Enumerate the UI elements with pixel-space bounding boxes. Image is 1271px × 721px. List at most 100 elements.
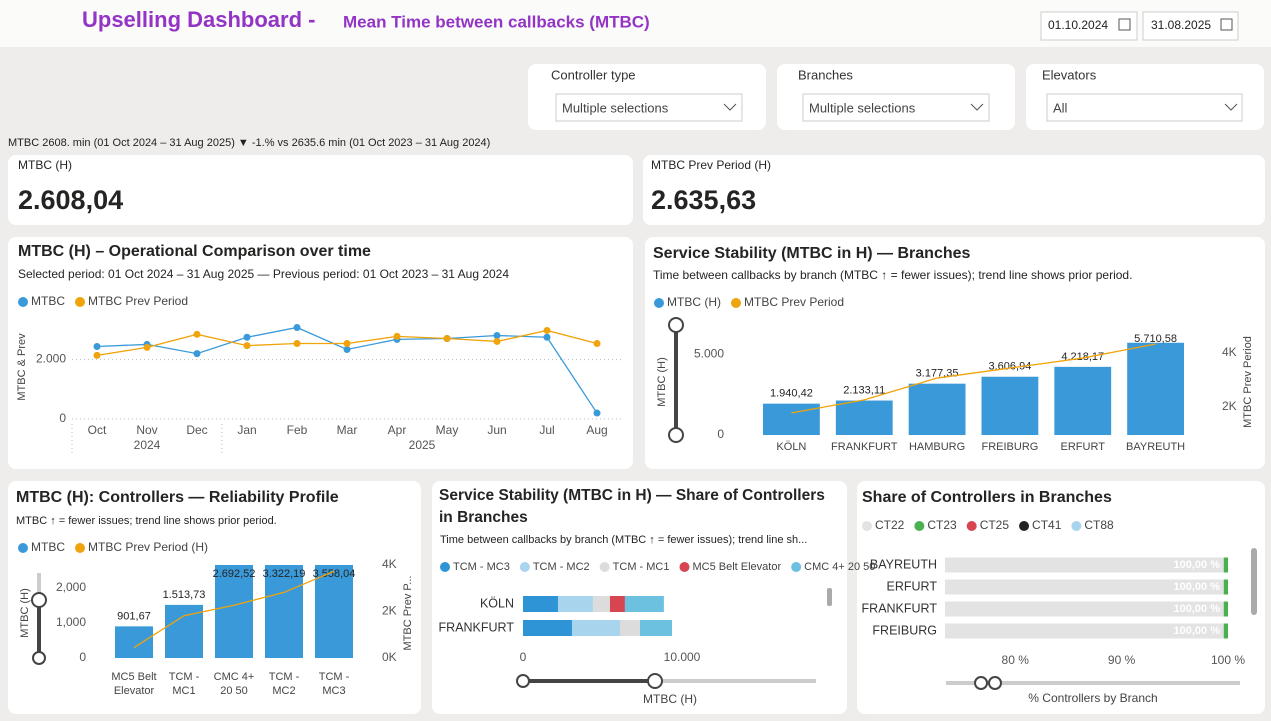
data-point (443, 334, 451, 342)
chart-title: Share of Controllers in Branches (862, 489, 1112, 506)
scrollbar[interactable] (827, 588, 832, 606)
slider-handle[interactable] (668, 317, 684, 333)
legend-label: MTBC (31, 540, 65, 554)
x-tick-label: Aug (586, 423, 607, 437)
bar (315, 565, 353, 658)
legend-label: CT23 (927, 518, 957, 532)
legend-label: CMC 4+ 20 50 (804, 561, 875, 573)
date-box[interactable] (1142, 11, 1239, 41)
x-tick-label: MC5 Belt Elevator (111, 671, 156, 697)
data-point (143, 343, 151, 351)
y2-tick-label: 2K (382, 604, 397, 618)
slider-handle[interactable] (31, 592, 47, 608)
bar-segment (945, 623, 1224, 639)
data-label: 5.710,58 (1134, 333, 1177, 345)
chevron[interactable] (970, 103, 984, 111)
legend-swatch (1071, 521, 1082, 531)
range-slider[interactable] (946, 676, 1240, 690)
bar (1127, 342, 1184, 435)
date-text[interactable]: 31.08.2025 (1151, 18, 1211, 32)
legend-swatch (679, 562, 690, 572)
total-label: 100,00 % (1174, 625, 1221, 637)
data-point (343, 345, 351, 353)
card-value: 2.608,04 (18, 185, 123, 215)
y-tick-label: 1,000 (56, 615, 86, 629)
legend-swatch (75, 297, 85, 307)
data-point (293, 323, 301, 331)
calendar-icon[interactable] (1118, 18, 1131, 31)
chevron[interactable] (723, 103, 737, 111)
date-to[interactable]: 31.08.2025 (1142, 11, 1239, 41)
date-box[interactable] (1040, 11, 1138, 41)
slider-handle[interactable] (647, 673, 663, 689)
data-point (543, 326, 551, 334)
chart-panel (8, 237, 633, 469)
bar-segment (1223, 579, 1228, 595)
dropdown-value[interactable]: All (1053, 100, 1068, 115)
bar (265, 565, 303, 658)
y-tick-label: 0 (717, 427, 724, 441)
date-from[interactable]: 01.10.2024 (1040, 11, 1138, 41)
legend-label: MTBC Prev Period (88, 294, 188, 308)
dropdown[interactable] (555, 93, 743, 122)
dropdown[interactable] (802, 93, 990, 122)
bar-segment (523, 620, 572, 636)
card-value: 2.635,63 (651, 185, 756, 215)
chart-title: Service Stability (MTBC in H) — Share of… (439, 487, 825, 526)
total-label: 100,00 % (1174, 559, 1221, 571)
year-label: 2025 (409, 438, 436, 452)
data-point (593, 340, 601, 348)
chevron[interactable] (1224, 103, 1238, 111)
legend-label: TCM - MC1 (613, 561, 670, 573)
slider-handle[interactable] (668, 427, 684, 443)
date-text[interactable]: 01.10.2024 (1048, 18, 1108, 32)
x-tick-label: Jun (487, 423, 506, 437)
data-point (93, 342, 101, 350)
y-tick-label: 0 (79, 650, 86, 664)
x-tick-label: TCM -MC1 (169, 671, 200, 697)
dropdown[interactable] (1046, 93, 1243, 122)
range-slider[interactable] (31, 573, 47, 665)
data-point (393, 332, 401, 340)
chart-panel (857, 481, 1265, 714)
x-tick-label: FRANKFURT (831, 441, 898, 453)
data-label: 2.692,52 (213, 568, 256, 580)
x-tick-label: TCM -MC2 (269, 671, 300, 697)
chart-title: MTBC (H): Controllers — Reliability Prof… (16, 489, 339, 506)
legend-label: CT88 (1084, 518, 1114, 532)
bar (115, 626, 153, 658)
legend-swatch (654, 298, 664, 308)
data-point (243, 333, 251, 341)
bar-segment (945, 579, 1224, 595)
bar-segment (1223, 557, 1228, 573)
slider-handle[interactable] (32, 651, 46, 665)
range-slider[interactable] (516, 673, 816, 689)
bar-segment (557, 596, 593, 612)
trend-line (791, 343, 1156, 414)
bar (165, 604, 203, 658)
range-slider[interactable] (668, 317, 684, 443)
scrollbar[interactable] (1251, 548, 1257, 615)
legend-label: MTBC Prev Period (744, 295, 844, 309)
dropdown-value[interactable]: Multiple selections (562, 100, 669, 115)
dropdown-value[interactable]: Multiple selections (809, 100, 916, 115)
legend-swatch (18, 543, 28, 553)
filter: Controller type Multiple selections (528, 64, 766, 130)
slider-handle[interactable] (516, 674, 530, 688)
slider-handle[interactable] (988, 676, 1002, 690)
data-point (493, 332, 501, 340)
y-tick-label: FREIBURG (872, 623, 937, 637)
legend-swatch (440, 562, 450, 572)
slider-handle[interactable] (974, 676, 988, 690)
y-tick-label: FRANKFURT (439, 620, 515, 634)
legend-swatch (599, 562, 610, 572)
x-tick-label: Oct (88, 423, 107, 437)
data-point (543, 333, 551, 341)
x-tick-label: Mar (337, 423, 358, 437)
chart-title-box: Service Stability (MTBC in H) — Share of… (439, 487, 825, 526)
y-tick-label: FRANKFURT (862, 601, 938, 615)
bar (981, 376, 1039, 435)
x-tick-label: Nov (136, 423, 157, 437)
legend-swatch (519, 562, 530, 572)
calendar-icon[interactable] (1220, 18, 1233, 31)
